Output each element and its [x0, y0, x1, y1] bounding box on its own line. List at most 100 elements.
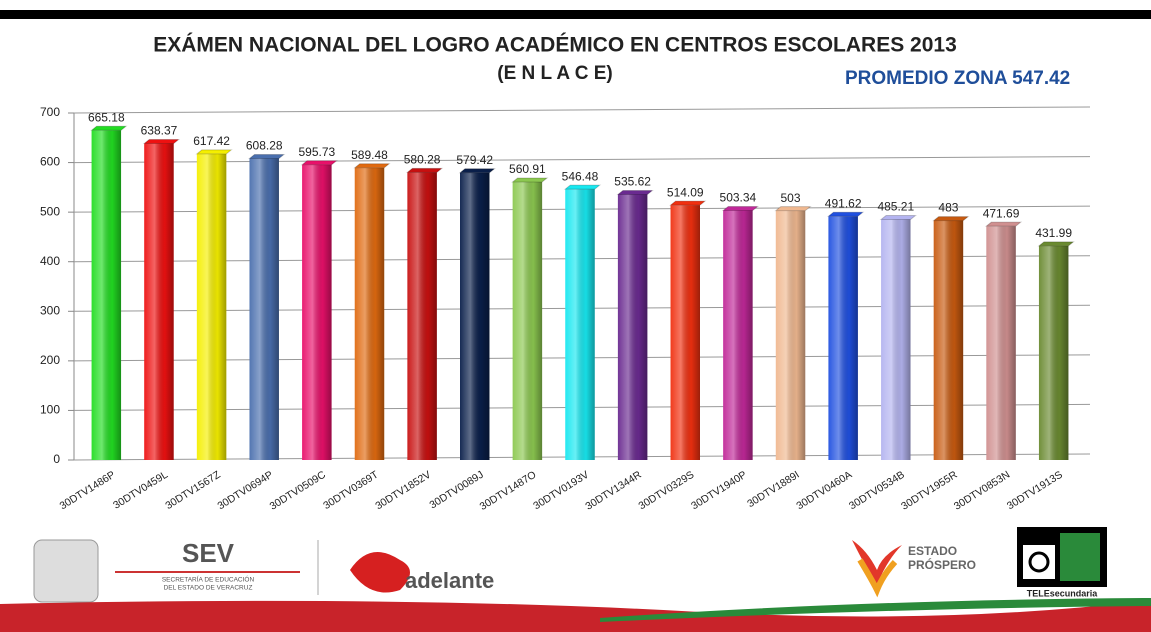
tele-logo — [1060, 533, 1100, 581]
bar-cap — [563, 184, 602, 190]
x-tick-label: 30DTV0369T — [321, 468, 381, 512]
y-tick-label: 700 — [40, 105, 60, 119]
data-label: 431.99 — [1035, 226, 1072, 240]
data-label: 589.48 — [351, 148, 388, 162]
data-label: 535.62 — [614, 175, 651, 189]
data-label: 546.48 — [562, 169, 599, 183]
data-label: 471.69 — [983, 206, 1020, 220]
x-tick-label: 30DTV0459L — [111, 469, 170, 512]
tele-logo — [1028, 551, 1050, 573]
data-label: 617.42 — [193, 134, 230, 148]
x-tick-label: 30DTV0534B — [847, 469, 907, 513]
bar-shine — [512, 181, 543, 460]
data-label: 503 — [781, 191, 801, 205]
estado-icon — [857, 558, 898, 598]
bar-cap — [248, 153, 286, 159]
x-tick-label: 30DTV0853N — [952, 469, 1012, 513]
bar-cap — [353, 163, 391, 169]
annotation: PROMEDIO ZONA 547.42 — [845, 68, 1070, 89]
y-tick-label: 400 — [40, 254, 60, 268]
bar-shine — [407, 172, 437, 460]
bar-shine — [565, 189, 595, 460]
x-tick-label: 30DTV1344R — [583, 469, 644, 513]
estado-icon — [852, 540, 902, 585]
bar-cap — [90, 125, 128, 131]
x-tick-label: 30DTV1940P — [689, 469, 749, 513]
bar-cap — [458, 168, 496, 174]
bar-cap — [879, 214, 917, 220]
bar-cap — [1037, 241, 1075, 247]
x-tick-label: 30DTV0089J — [427, 469, 485, 512]
sev-sub: SECRETARÍA DE EDUCACIÓN — [162, 575, 255, 584]
bar-shine — [1038, 245, 1069, 460]
y-tick-label: 200 — [40, 353, 60, 367]
bar-shine — [775, 210, 806, 460]
y-tick-label: 100 — [40, 403, 60, 417]
estado-logo: PRÓSPERO — [908, 557, 976, 572]
bar-shine — [986, 226, 1016, 460]
y-tick-label: 300 — [40, 303, 60, 317]
adelante-logo: adelante — [405, 568, 494, 593]
x-tick-label: 30DTV0694P — [215, 469, 275, 513]
sev-sub: DEL ESTADO DE VERACRUZ — [164, 585, 253, 592]
x-tick-label: 30DTV0193V — [531, 469, 591, 513]
swoosh — [600, 598, 1151, 622]
x-tick-label: 30DTV1487O — [478, 469, 539, 513]
bar-shine — [91, 130, 122, 460]
data-label: 579.42 — [456, 153, 493, 167]
bar-shine — [617, 194, 648, 460]
data-label: 503.34 — [720, 191, 757, 205]
bar-shine — [723, 210, 753, 460]
data-label: 595.73 — [298, 145, 335, 159]
x-tick-label: 30DTV1955R — [899, 469, 960, 513]
bar-cap — [932, 216, 970, 222]
data-label: 560.91 — [509, 162, 546, 176]
footer: SEV SECRETARÍA DE EDUCACIÓN DEL ESTADO D… — [0, 527, 1151, 632]
data-label: 608.28 — [246, 139, 283, 153]
tele-logo — [1023, 545, 1055, 579]
bar-cap — [721, 205, 760, 211]
data-label: 580.28 — [404, 153, 441, 167]
bar-cap — [511, 177, 549, 183]
chart-subtitle: (E N L A C E) — [497, 63, 612, 84]
top-band — [0, 10, 1151, 19]
x-tick-label: 30DTV0329S — [637, 469, 697, 513]
bar-shine — [828, 216, 858, 460]
bar-cap — [616, 189, 654, 195]
data-label: 665.18 — [88, 110, 125, 124]
bar-cap — [300, 160, 339, 166]
seal-logo — [33, 539, 99, 603]
bar-shine — [670, 205, 700, 460]
data-label: 491.62 — [825, 196, 862, 210]
data-label: 514.09 — [667, 185, 704, 199]
x-tick-label: 30DTV1852V — [373, 469, 433, 513]
swoosh — [0, 600, 1151, 632]
bar-shine — [249, 158, 279, 460]
data-label: 483 — [938, 201, 958, 215]
y-tick-label: 600 — [40, 155, 60, 169]
grid-line — [73, 106, 1091, 114]
x-tick-label: 30DTV0509C — [268, 469, 329, 513]
bar-shine — [933, 220, 964, 460]
adelante-icon — [350, 552, 410, 593]
chart-title: EXÁMEN NACIONAL DEL LOGRO ACADÉMICO EN C… — [153, 34, 957, 57]
x-tick-label: 30DTV1889I — [745, 469, 801, 510]
bar-shine — [460, 172, 490, 460]
y-tick-label: 0 — [53, 452, 60, 466]
data-label: 638.37 — [141, 124, 178, 138]
tele-text: TELEsecundaria — [1027, 588, 1099, 598]
x-tick-label: 30DTV1486P — [58, 469, 118, 513]
bar-shine — [196, 153, 227, 460]
x-tick-label: 30DTV1913S — [1005, 469, 1065, 513]
bar-cap — [826, 211, 865, 217]
bar-shine — [302, 164, 332, 461]
x-tick-label: 30DTV0460A — [794, 469, 854, 513]
bar-cap — [142, 139, 181, 145]
y-tick-label: 500 — [40, 204, 60, 218]
bar-cap — [195, 149, 233, 155]
bar-shine — [144, 143, 174, 460]
x-tick-label: 30DTV1567Z — [163, 468, 223, 512]
bar-cap — [669, 200, 707, 206]
bar-shine — [881, 219, 911, 460]
